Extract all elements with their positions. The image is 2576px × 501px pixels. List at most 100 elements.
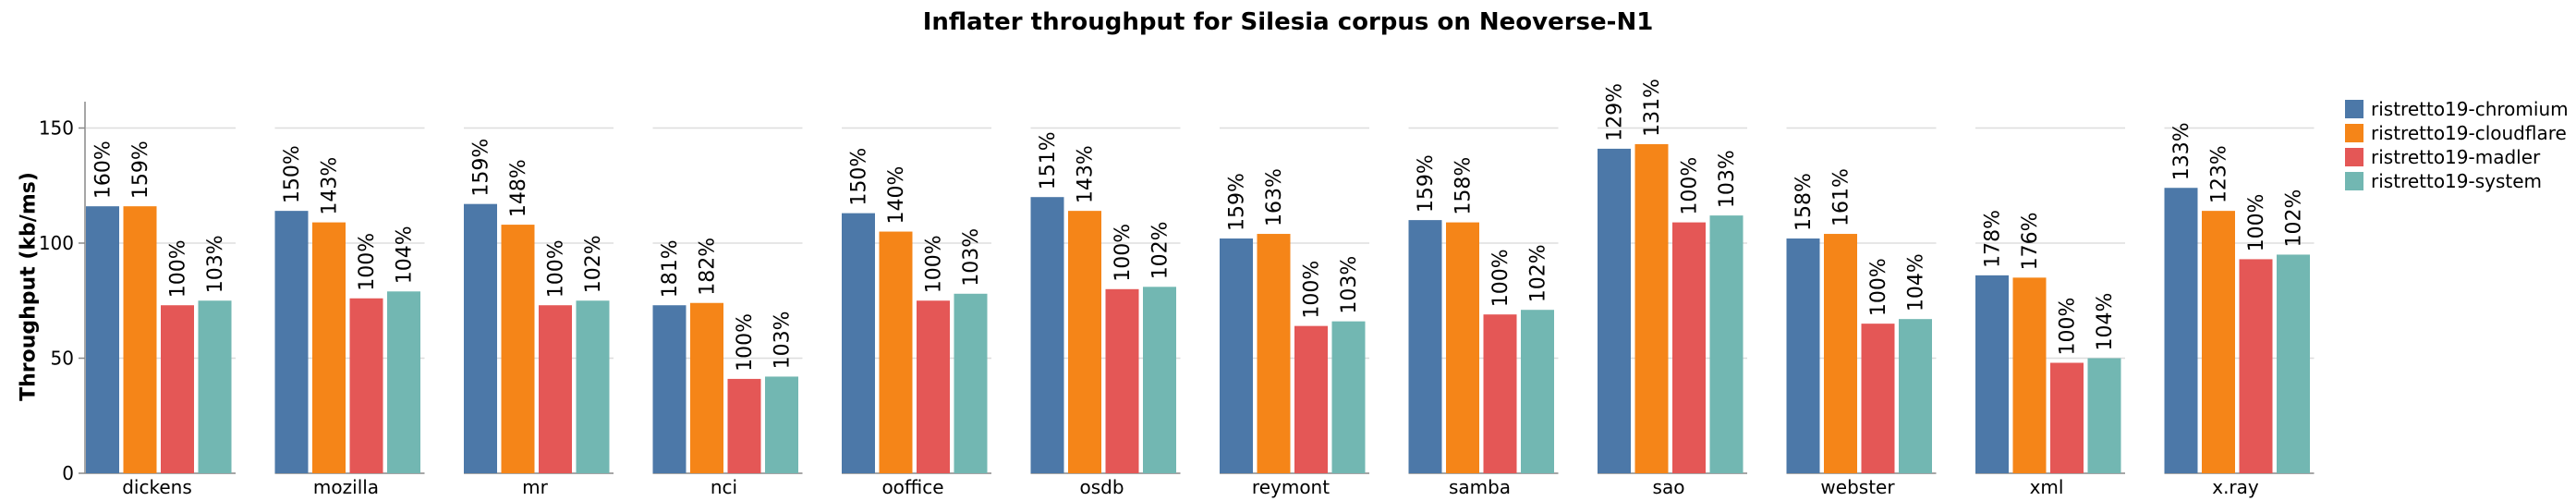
bar-samba-3 <box>1521 310 1554 473</box>
bar-label: 182% <box>697 238 720 296</box>
bar-nci-3 <box>765 376 798 473</box>
bar-mr-3 <box>576 300 610 473</box>
y-tick-label: 50 <box>51 348 74 370</box>
legend-swatch <box>2345 100 2363 118</box>
y-tick-label: 150 <box>39 117 74 140</box>
bar-x-ray-2 <box>2239 259 2273 473</box>
bar-label: 148% <box>507 159 530 217</box>
bar-label: 181% <box>659 239 682 298</box>
x-tick-label: osdb <box>1079 476 1124 498</box>
bar-osdb-3 <box>1143 287 1176 473</box>
bar-label: 102% <box>2283 189 2306 248</box>
bar-label: 100% <box>923 235 946 293</box>
bar-label: 104% <box>1905 253 1928 312</box>
bar-osdb-1 <box>1068 211 1101 473</box>
bar-mr-2 <box>539 305 572 473</box>
bar-label: 102% <box>1527 244 1550 302</box>
bar-label: 131% <box>1641 79 1664 137</box>
bar-label: 159% <box>129 141 152 199</box>
x-tick-label: sao <box>1653 476 1685 498</box>
bar-label: 143% <box>319 157 342 215</box>
legend: ristretto19-chromiumristretto19-cloudfla… <box>2345 98 2569 192</box>
bar-label: 102% <box>582 235 605 293</box>
bar-osdb-2 <box>1105 288 1139 473</box>
bar-dickens-1 <box>123 206 157 473</box>
bar-ooffice-1 <box>879 231 913 474</box>
bar-dickens-3 <box>198 300 232 473</box>
bar-nci-1 <box>690 302 723 473</box>
bar-label: 158% <box>1792 173 1816 231</box>
bar-label: 159% <box>470 139 493 197</box>
bar-xml-1 <box>2012 277 2047 473</box>
bar-sao-2 <box>1672 222 1706 473</box>
chart-title: Inflater throughput for Silesia corpus o… <box>923 8 1654 36</box>
bar-label: 159% <box>1415 154 1438 213</box>
bar-sao-0 <box>1598 148 1631 473</box>
legend-item-label: ristretto19-cloudflare <box>2371 122 2567 144</box>
bar-label: 104% <box>2094 293 2117 351</box>
bar-label: 133% <box>2170 122 2193 180</box>
legend-item-label: ristretto19-system <box>2371 170 2542 192</box>
x-tick-label: mozilla <box>313 476 379 498</box>
legend-swatch <box>2345 172 2363 190</box>
bar-label: 100% <box>1679 157 1702 215</box>
bar-webster-1 <box>1824 234 1857 474</box>
bar-osdb-0 <box>1030 197 1064 473</box>
bar-mozilla-0 <box>274 211 309 473</box>
x-tick-label: x.ray <box>2212 476 2259 498</box>
bar-label: 160% <box>92 141 115 199</box>
bar-x-ray-0 <box>2164 188 2198 474</box>
bar-webster-2 <box>1861 324 1895 473</box>
bar-label: 159% <box>1226 173 1249 231</box>
bars <box>86 143 2310 474</box>
bar-label: 100% <box>356 233 379 291</box>
legend-item-label: ristretto19-chromium <box>2371 98 2569 120</box>
x-tick-label: xml <box>2030 476 2064 498</box>
bar-label: 100% <box>167 239 190 298</box>
x-axis-ticks: dickens mozilla mr nci ooffice osdb reymont sam… <box>122 476 2259 498</box>
bar-label: 140% <box>885 166 908 225</box>
bar-reymont-0 <box>1220 238 1253 473</box>
bar-label: 158% <box>1452 157 1476 215</box>
bar-webster-3 <box>1899 319 1932 473</box>
bar-label: 123% <box>2208 145 2231 203</box>
legend-item-label: ristretto19-madler <box>2371 146 2541 168</box>
x-tick-label: samba <box>1449 476 1511 498</box>
bar-samba-0 <box>1408 220 1442 473</box>
bar-x-ray-1 <box>2202 211 2235 473</box>
bar-webster-0 <box>1786 238 1820 473</box>
bar-nci-2 <box>727 378 761 473</box>
bar-ooffice-2 <box>917 300 950 473</box>
bar-label: 143% <box>1075 145 1098 203</box>
y-axis-label: Throughput (kb/ms) <box>18 172 41 401</box>
bar-label: 150% <box>848 148 871 206</box>
bar-dickens-0 <box>86 206 119 473</box>
bar-mozilla-2 <box>349 298 383 473</box>
bar-label: 161% <box>1830 168 1853 226</box>
bar-label: 176% <box>2019 212 2042 270</box>
bar-reymont-3 <box>1331 321 1366 473</box>
bar-samba-1 <box>1446 222 1479 473</box>
x-tick-label: dickens <box>122 476 192 498</box>
bar-reymont-2 <box>1294 325 1328 473</box>
bar-label: 103% <box>1338 256 1361 314</box>
y-tick-label: 0 <box>62 462 74 484</box>
bar-label: 100% <box>1867 258 1890 316</box>
bar-label: 100% <box>2057 298 2080 356</box>
bar-mozilla-1 <box>312 222 346 473</box>
bar-label: 151% <box>1037 131 1060 189</box>
x-tick-label: reymont <box>1252 476 1330 498</box>
bar-nci-0 <box>652 305 687 473</box>
bar-label: 100% <box>545 239 568 298</box>
bar-labels: 160% 159% 100% 103% 150% 143% 100% 104% 159% 148%… <box>92 79 2306 372</box>
legend-swatch <box>2345 148 2363 166</box>
bar-label: 100% <box>734 313 757 372</box>
bar-label: 100% <box>2245 194 2268 252</box>
bar-sao-3 <box>1709 215 1744 473</box>
bar-mozilla-3 <box>387 291 420 473</box>
bar-label: 100% <box>1301 261 1324 319</box>
bar-xml-0 <box>1975 275 2009 473</box>
bar-label: 104% <box>394 226 417 284</box>
bar-mr-1 <box>501 225 535 473</box>
